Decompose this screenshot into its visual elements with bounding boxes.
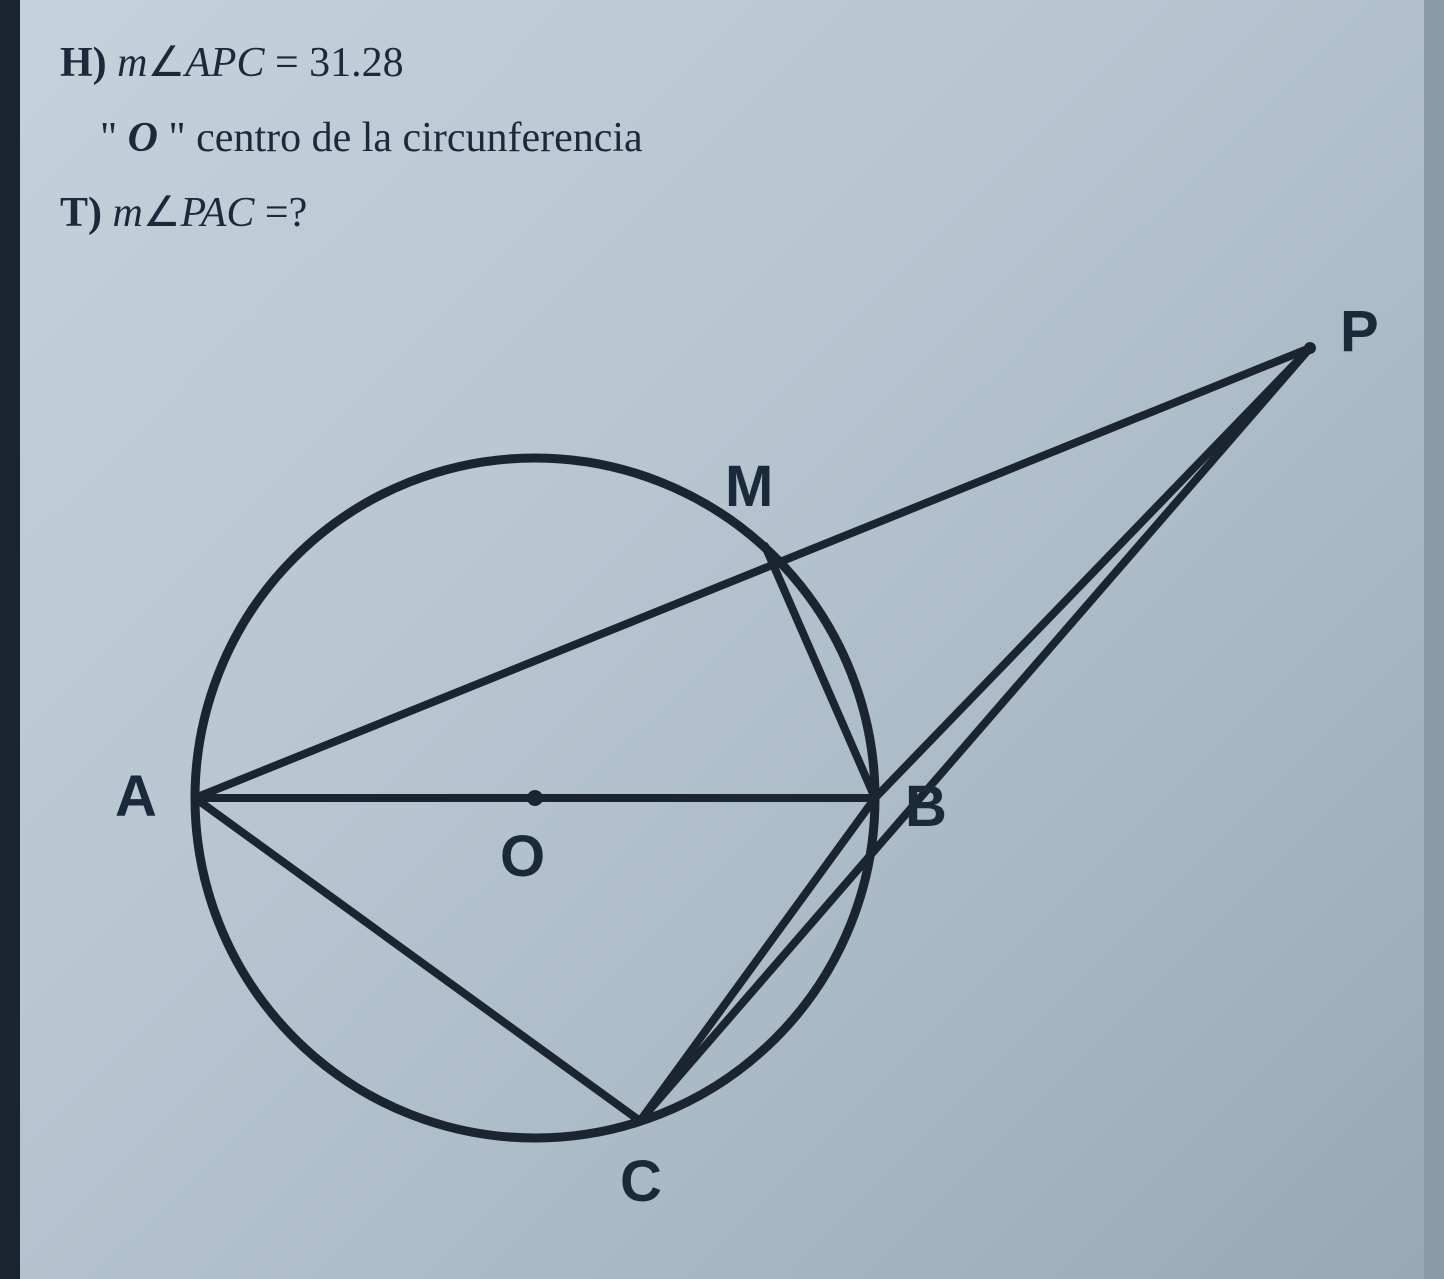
thesis-math: m∠PAC =? bbox=[113, 190, 308, 236]
point-p-dot bbox=[1304, 342, 1316, 354]
problem-statement: H) m∠APC = 31.28 " O " centro de la circ… bbox=[60, 30, 1384, 248]
segment-BM bbox=[765, 546, 875, 798]
center-line: " O " centro de la circunferencia bbox=[60, 105, 1384, 172]
geometry-diagram: A B O M C P bbox=[60, 278, 1410, 1258]
point-label-A: A bbox=[115, 763, 157, 830]
thesis-label: T) bbox=[60, 190, 102, 236]
diagram-svg bbox=[60, 278, 1410, 1258]
quote-open: " bbox=[100, 115, 117, 161]
hypothesis-line: H) m∠APC = 31.28 bbox=[60, 30, 1384, 97]
center-dot bbox=[527, 790, 543, 806]
segment-AP bbox=[195, 348, 1310, 798]
center-symbol: O bbox=[128, 115, 158, 161]
point-label-P: P bbox=[1340, 298, 1379, 365]
point-label-C: C bbox=[620, 1148, 662, 1215]
segment-BC bbox=[640, 798, 875, 1121]
center-description: centro de la circunferencia bbox=[196, 115, 643, 161]
hypothesis-math: m∠APC = 31.28 bbox=[117, 40, 404, 86]
page-background: H) m∠APC = 31.28 " O " centro de la circ… bbox=[20, 0, 1424, 1279]
hypothesis-label: H) bbox=[60, 40, 107, 86]
point-label-B: B bbox=[905, 773, 947, 840]
quote-close: " bbox=[169, 115, 186, 161]
point-label-O: O bbox=[500, 823, 545, 890]
point-label-M: M bbox=[725, 453, 773, 520]
thesis-line: T) m∠PAC =? bbox=[60, 180, 1384, 247]
segment-AC bbox=[195, 798, 640, 1121]
segment-BP bbox=[875, 348, 1310, 798]
